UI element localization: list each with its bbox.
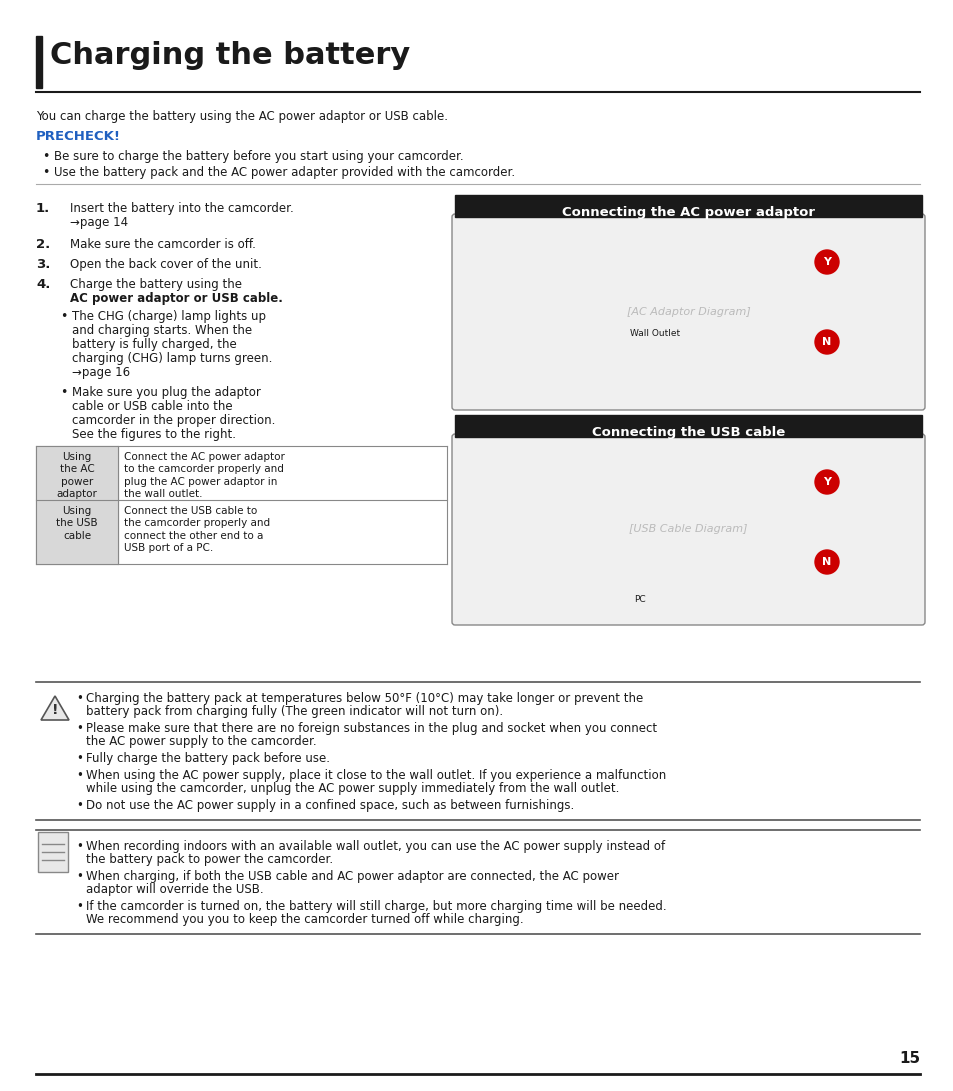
Text: Open the back cover of the unit.: Open the back cover of the unit.	[70, 257, 262, 271]
Text: •: •	[76, 692, 83, 705]
Text: 1.: 1.	[36, 202, 51, 215]
Text: •: •	[76, 722, 83, 735]
Text: cable or USB cable into the: cable or USB cable into the	[71, 400, 233, 413]
Bar	[36, 36, 42, 88]
Text: charging (CHG) lamp turns green.: charging (CHG) lamp turns green.	[71, 352, 273, 365]
Text: •: •	[76, 840, 83, 853]
Circle shape	[814, 329, 838, 353]
Text: Charging the battery: Charging the battery	[50, 40, 410, 70]
Bar	[36, 446, 118, 500]
Text: while using the camcorder, unplug the AC power supply immediately from the wall : while using the camcorder, unplug the AC…	[86, 782, 618, 795]
Bar	[455, 195, 921, 217]
Text: battery pack from charging fully (The green indicator will not turn on).: battery pack from charging fully (The gr…	[86, 705, 502, 718]
Text: 4.: 4.	[36, 278, 51, 291]
Circle shape	[814, 550, 838, 574]
Text: Wall Outlet: Wall Outlet	[629, 329, 679, 338]
Text: →page 16: →page 16	[71, 365, 130, 379]
Text: Connect the AC power adaptor
to the camcorder properly and
plug the AC power ada: Connect the AC power adaptor to the camc…	[124, 452, 285, 500]
Bar	[38, 832, 68, 872]
Text: PC: PC	[634, 595, 645, 604]
Text: adaptor will override the USB.: adaptor will override the USB.	[86, 883, 263, 896]
Text: the battery pack to power the camcorder.: the battery pack to power the camcorder.	[86, 853, 333, 866]
Text: [AC Adaptor Diagram]: [AC Adaptor Diagram]	[626, 307, 750, 317]
Polygon shape	[41, 696, 69, 720]
Text: •: •	[60, 386, 68, 399]
Circle shape	[814, 470, 838, 494]
Text: camcorder in the proper direction.: camcorder in the proper direction.	[71, 413, 275, 427]
Text: N: N	[821, 337, 831, 347]
Text: Charge the battery using the: Charge the battery using the	[70, 278, 242, 291]
Text: We recommend you you to keep the camcorder turned off while charging.: We recommend you you to keep the camcord…	[86, 913, 523, 926]
Text: •: •	[60, 310, 68, 323]
Text: Do not use the AC power supply in a confined space, such as between furnishings.: Do not use the AC power supply in a conf…	[86, 799, 574, 812]
Text: •: •	[76, 900, 83, 913]
Text: •: •	[42, 149, 50, 163]
Text: Charging the battery pack at temperatures below 50°F (10°C) may take longer or p: Charging the battery pack at temperature…	[86, 692, 642, 705]
Text: the AC power supply to the camcorder.: the AC power supply to the camcorder.	[86, 735, 316, 748]
Bar	[36, 500, 118, 564]
Text: 3.: 3.	[36, 257, 51, 271]
Text: When charging, if both the USB cable and AC power adaptor are connected, the AC : When charging, if both the USB cable and…	[86, 870, 618, 883]
Text: •: •	[76, 799, 83, 812]
Text: N: N	[821, 558, 831, 567]
Text: Make sure the camcorder is off.: Make sure the camcorder is off.	[70, 238, 255, 251]
Text: Using
the AC
power
adaptor: Using the AC power adaptor	[56, 452, 97, 500]
Text: •: •	[76, 769, 83, 782]
Text: Fully charge the battery pack before use.: Fully charge the battery pack before use…	[86, 752, 330, 765]
Circle shape	[814, 250, 838, 274]
Text: When recording indoors with an available wall outlet, you can use the AC power s: When recording indoors with an available…	[86, 840, 664, 853]
Text: [USB Cable Diagram]: [USB Cable Diagram]	[629, 525, 747, 535]
Text: Y: Y	[822, 477, 830, 487]
Text: •: •	[76, 870, 83, 883]
Text: You can charge the battery using the AC power adaptor or USB cable.: You can charge the battery using the AC …	[36, 110, 448, 123]
Text: Use the battery pack and the AC power adapter provided with the camcorder.: Use the battery pack and the AC power ad…	[54, 166, 515, 179]
Text: If the camcorder is turned on, the battery will still charge, but more charging : If the camcorder is turned on, the batte…	[86, 900, 666, 913]
Text: •: •	[42, 166, 50, 179]
Text: Using
the USB
cable: Using the USB cable	[56, 506, 98, 541]
FancyBboxPatch shape	[452, 434, 924, 625]
Text: Be sure to charge the battery before you start using your camcorder.: Be sure to charge the battery before you…	[54, 149, 463, 163]
Text: 15: 15	[898, 1051, 919, 1066]
Text: •: •	[76, 752, 83, 765]
Text: battery is fully charged, the: battery is fully charged, the	[71, 338, 236, 351]
Text: See the figures to the right.: See the figures to the right.	[71, 428, 235, 441]
Text: Connecting the USB cable: Connecting the USB cable	[591, 425, 784, 439]
Text: Make sure you plug the adaptor: Make sure you plug the adaptor	[71, 386, 260, 399]
Text: AC power adaptor or USB cable.: AC power adaptor or USB cable.	[70, 292, 283, 305]
Text: and charging starts. When the: and charging starts. When the	[71, 324, 252, 337]
FancyBboxPatch shape	[452, 214, 924, 410]
Text: Insert the battery into the camcorder.: Insert the battery into the camcorder.	[70, 202, 294, 215]
Text: Connecting the AC power adaptor: Connecting the AC power adaptor	[561, 206, 814, 219]
Text: →page 14: →page 14	[70, 216, 128, 229]
Text: PRECHECK!: PRECHECK!	[36, 130, 121, 143]
Text: Please make sure that there are no foreign substances in the plug and socket whe: Please make sure that there are no forei…	[86, 722, 657, 735]
Text: When using the AC power supply, place it close to the wall outlet. If you experi: When using the AC power supply, place it…	[86, 769, 665, 782]
Bar	[455, 415, 921, 437]
Text: 2.: 2.	[36, 238, 51, 251]
Text: The CHG (charge) lamp lights up: The CHG (charge) lamp lights up	[71, 310, 266, 323]
Text: !: !	[51, 703, 58, 717]
Text: Connect the USB cable to
the camcorder properly and
connect the other end to a
U: Connect the USB cable to the camcorder p…	[124, 506, 270, 553]
Text: Y: Y	[822, 257, 830, 267]
